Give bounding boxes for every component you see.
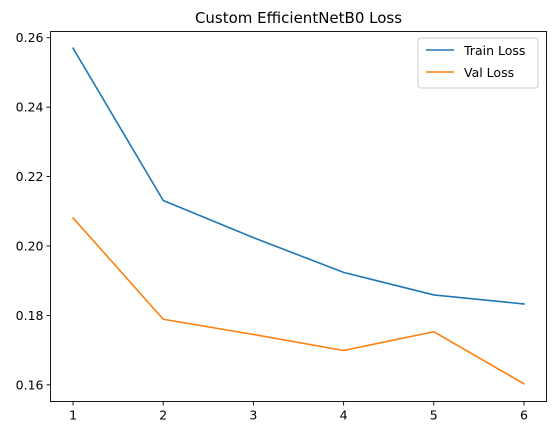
y-tick-label: 0.20 — [16, 239, 44, 254]
plot-area — [50, 31, 547, 402]
x-axis: 1 2 3 4 5 6 — [69, 401, 528, 423]
y-tick-label: 0.26 — [16, 30, 44, 45]
y-tick-label: 0.16 — [16, 377, 44, 392]
series-line-train-loss — [71, 47, 525, 305]
chart-title: Custom EfficientNetB0 Loss — [195, 9, 402, 27]
legend: Train Loss Val Loss — [417, 37, 539, 89]
y-tick-label: 0.18 — [16, 308, 44, 323]
x-tick-label: 5 — [430, 408, 438, 423]
x-tick-label: 3 — [249, 408, 257, 423]
x-tick-label: 6 — [520, 408, 528, 423]
legend-label-val-loss: Val Loss — [464, 65, 514, 80]
series-line-val-loss — [71, 216, 526, 385]
series-lines — [71, 47, 526, 385]
x-tick-label: 4 — [340, 408, 348, 423]
x-tick-label: 1 — [69, 408, 77, 423]
y-tick-label: 0.24 — [16, 100, 44, 115]
x-tick-label: 2 — [159, 408, 167, 423]
y-tick-label: 0.22 — [16, 169, 44, 184]
legend-label-train-loss: Train Loss — [463, 43, 525, 58]
y-axis: 0.16 0.18 0.20 0.22 0.24 0.26 — [16, 30, 51, 392]
